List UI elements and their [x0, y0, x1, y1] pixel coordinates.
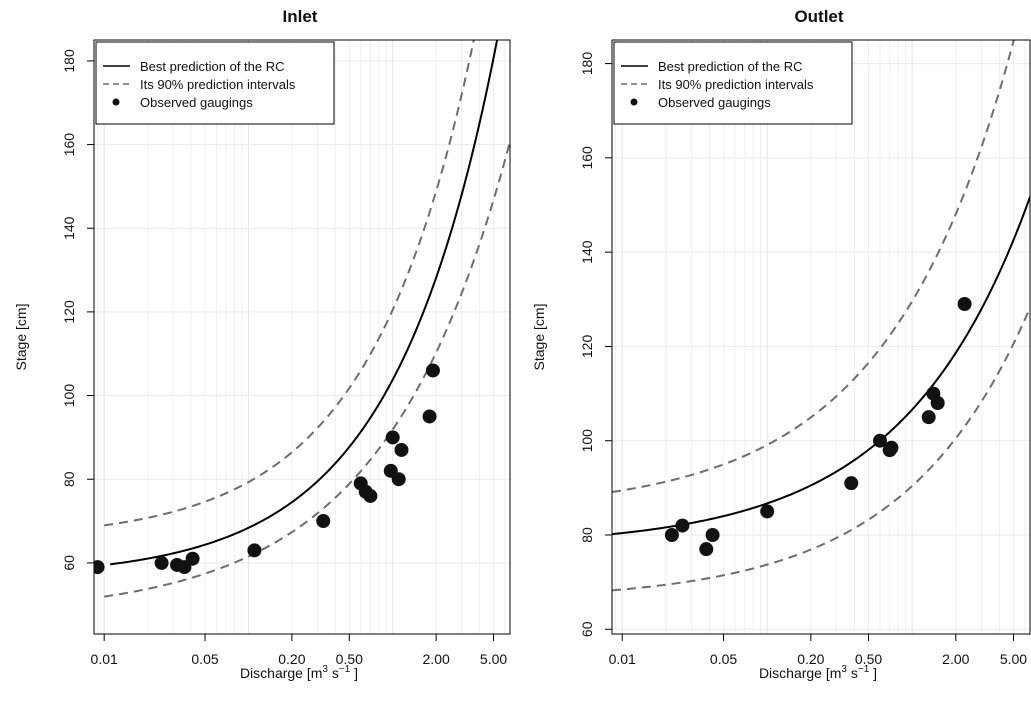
legend-entry: Best prediction of the RC	[658, 59, 803, 74]
x-axis-label: Discharge [m3 s−1 ]	[759, 664, 877, 681]
observed-point	[760, 504, 775, 519]
x-axis-label-part: s	[328, 665, 339, 681]
panel-outlet: 0.01 0.05 0.20 0.50 2.00 5.00 60 80 100 120 140 160…	[531, 7, 1031, 681]
observed-point	[957, 297, 972, 311]
observed-point	[425, 363, 440, 378]
legend-swatch-observed	[112, 98, 120, 106]
legend-entry: Observed gaugings	[140, 95, 253, 110]
panel-inlet: 0.01 0.05 0.20 0.50 2.00 5.00 60 80 100 120 140 160…	[13, 7, 511, 681]
observed-point	[884, 440, 899, 455]
observed-point	[385, 430, 400, 445]
x-axis-label-superscript: −1	[858, 664, 870, 675]
y-tick-label: 100	[579, 429, 595, 453]
grid	[612, 40, 1030, 634]
x-tick-label: 0.50	[855, 651, 882, 667]
observed-point	[316, 514, 331, 529]
observed-gaugings	[94, 363, 440, 575]
prediction-interval-upper	[104, 40, 475, 527]
rc-curve	[110, 40, 499, 566]
legend-box	[95, 41, 335, 125]
observed-point	[363, 488, 378, 503]
y-axis-label: Stage [cm]	[531, 304, 547, 371]
observed-point	[872, 433, 887, 448]
observed-point	[675, 518, 690, 533]
plot-frame	[611, 39, 1031, 635]
observed-point	[930, 396, 945, 410]
x-tick-label: 0.01	[91, 651, 118, 667]
x-axis-label-superscript: −1	[339, 664, 351, 675]
prediction-interval-lower	[104, 137, 510, 598]
observed-point	[921, 410, 936, 425]
legend-entry: Best prediction of the RC	[140, 59, 285, 74]
y-tick-label: 60	[579, 621, 595, 637]
y-tick-label: 140	[61, 216, 77, 240]
x-axis-label-part: Discharge [m	[759, 665, 841, 681]
legend-swatch-observed	[630, 98, 638, 106]
x-tick-label: 0.01	[609, 651, 636, 667]
y-tick-label: 160	[579, 146, 595, 170]
x-tick-label: 2.00	[942, 651, 969, 667]
observed-point	[664, 528, 679, 542]
y-tick-label: 80	[61, 471, 77, 487]
observed-point	[394, 442, 409, 457]
observed-point	[422, 409, 437, 424]
x-tick-label: 0.05	[710, 651, 737, 667]
y-tick-label: 120	[61, 300, 77, 324]
x-tick-label: 0.20	[278, 651, 305, 667]
observed-point	[247, 543, 262, 558]
legend-entry: Its 90% prediction intervals	[658, 77, 814, 92]
x-axis-label-part: s	[847, 665, 858, 681]
x-tick-label: 0.50	[336, 651, 363, 667]
prediction-interval-lower	[612, 305, 1030, 592]
panel-title: Outlet	[794, 7, 843, 26]
observed-point	[699, 542, 714, 557]
x-axis-label-superscript: 3	[841, 664, 847, 675]
legend-box	[613, 41, 853, 125]
y-tick-label: 160	[61, 133, 77, 157]
x-axis-label-part: ]	[869, 665, 877, 681]
y-tick-label: 180	[61, 49, 77, 73]
observed-point	[844, 476, 859, 491]
x-tick-label: 0.20	[797, 651, 824, 667]
observed-point	[391, 472, 406, 487]
x-axis-label-part: ]	[350, 665, 358, 681]
legend-entry: Observed gaugings	[658, 95, 771, 110]
legend: Best prediction of the RC Its 90% predict…	[613, 41, 853, 125]
x-tick-label: 2.00	[423, 651, 450, 667]
y-tick-label: 100	[61, 384, 77, 408]
y-tick-label: 180	[579, 52, 595, 76]
legend: Best prediction of the RC Its 90% predict…	[95, 41, 335, 125]
x-axis-label: Discharge [m3 s−1 ]	[240, 664, 358, 681]
observed-point	[154, 555, 169, 570]
plot-frame	[93, 39, 511, 635]
observed-gaugings	[664, 297, 972, 557]
x-axis-label-superscript: 3	[322, 664, 328, 675]
x-tick-label: 0.05	[191, 651, 218, 667]
y-tick-label: 60	[61, 555, 77, 571]
observed-point	[94, 560, 105, 575]
y-axis-label: Stage [cm]	[13, 304, 29, 371]
y-tick-label: 140	[579, 240, 595, 264]
observed-point	[185, 551, 200, 566]
grid	[94, 40, 510, 634]
x-tick-label: 5.00	[480, 651, 507, 667]
x-tick-label: 5.00	[1000, 651, 1027, 667]
x-axis-label-part: Discharge [m	[240, 665, 322, 681]
observed-point	[705, 528, 720, 542]
legend-entry: Its 90% prediction intervals	[140, 77, 296, 92]
y-tick-label: 80	[579, 527, 595, 543]
panel-title: Inlet	[283, 7, 318, 26]
y-tick-label: 120	[579, 335, 595, 359]
